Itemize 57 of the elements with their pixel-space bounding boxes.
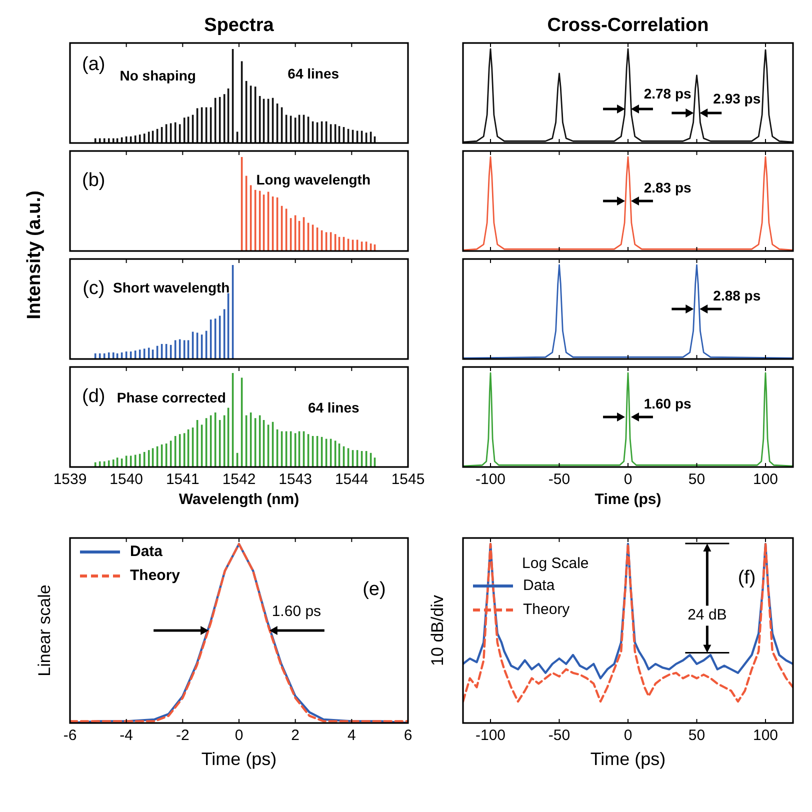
x-tick-label: 0 <box>234 727 244 744</box>
annotation: Short wavelength <box>113 280 230 296</box>
x-tick-label: 100 <box>752 727 778 744</box>
legend-label: Data <box>523 576 556 594</box>
annotation: 2.88 ps <box>713 288 761 304</box>
x-tick-label: 6 <box>404 727 412 744</box>
x-tick-label: 0 <box>624 727 632 744</box>
x-tick-label: 4 <box>347 727 356 744</box>
x-tick-label: -4 <box>120 727 134 744</box>
annotation: 2.93 ps <box>713 90 761 107</box>
legend-label: Theory <box>130 566 181 584</box>
x-tick-label: -100 <box>475 471 506 488</box>
annotation: (c) <box>82 278 105 300</box>
y-axis-title: Intensity (a.u.) <box>24 190 45 320</box>
y-axis-title: Linear scale <box>35 584 54 676</box>
annotation: (f) <box>738 568 756 589</box>
annotation: Phase corrected <box>116 390 226 406</box>
annotation: 64 lines <box>308 400 360 416</box>
x-tick-label: 1540 <box>110 471 144 488</box>
x-tick-label: -50 <box>548 727 570 744</box>
x-tick-label: 1541 <box>166 471 200 488</box>
annotation: Long wavelength <box>256 172 371 188</box>
x-axis-title: Time (ps) <box>594 491 662 508</box>
chart-title: Cross-Correlation <box>547 15 709 36</box>
annotation: (a) <box>82 54 106 76</box>
x-tick-label: 1542 <box>222 471 256 488</box>
annotation: Log Scale <box>522 554 589 572</box>
x-tick-label: -100 <box>475 727 506 744</box>
annotation: 1.60 ps <box>272 602 322 620</box>
legend-label: Data <box>130 542 164 560</box>
x-axis-title: Wavelength (nm) <box>178 491 300 508</box>
x-tick-label: -50 <box>548 471 570 488</box>
annotation: (b) <box>82 170 106 192</box>
x-tick-label: 50 <box>688 471 706 488</box>
annotation: (d) <box>82 386 106 408</box>
annotation: 2.78 ps <box>644 86 692 102</box>
annotation: (e) <box>362 578 386 600</box>
x-tick-label: 0 <box>624 471 632 488</box>
x-axis-title: Time (ps) <box>590 749 666 769</box>
x-tick-label: 1543 <box>278 471 312 488</box>
x-tick-label: -2 <box>176 727 190 744</box>
y-axis-title: 10 dB/div <box>428 594 447 666</box>
x-tick-label: 100 <box>752 471 778 488</box>
annotation: 1.60 ps <box>644 396 692 412</box>
x-tick-label: 1539 <box>53 471 87 488</box>
x-tick-label: 2 <box>291 727 300 744</box>
annotation: 24 dB <box>688 606 727 624</box>
x-tick-label: -6 <box>63 727 77 744</box>
x-tick-label: 1545 <box>391 471 425 488</box>
annotation: No shaping <box>120 68 196 84</box>
x-tick-label: 50 <box>688 727 706 744</box>
chart-title: Spectra <box>204 15 274 36</box>
x-axis-title: Time (ps) <box>201 749 277 769</box>
annotation: 64 lines <box>288 66 340 82</box>
legend-label: Theory <box>523 600 570 618</box>
x-tick-label: 1544 <box>334 471 368 488</box>
annotation: 2.83 ps <box>644 180 692 196</box>
